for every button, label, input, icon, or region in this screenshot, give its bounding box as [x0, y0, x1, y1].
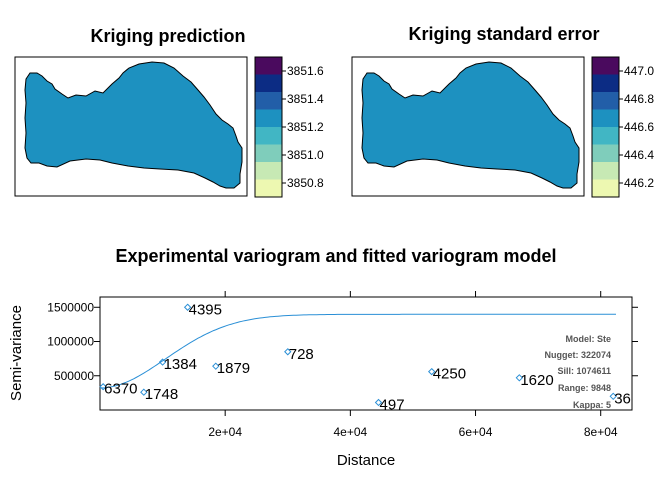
stderr-legend-tick-label: 446.2: [624, 176, 654, 190]
prediction-title: Kriging prediction: [91, 26, 246, 46]
variogram-point: [284, 348, 292, 356]
variogram-point: [428, 367, 436, 376]
stderr-colorbar-bin: [592, 162, 619, 180]
variogram-point: [158, 358, 167, 366]
variogram-points: [99, 303, 617, 407]
point-count-label: 36: [614, 390, 631, 407]
point-count-label: 1748: [145, 386, 178, 403]
model-type-text: Model: Ste: [565, 334, 611, 344]
prediction-colorbar: [254, 56, 283, 198]
prediction-legend-tick-label: 3851.2: [287, 120, 324, 134]
prediction-map-frame: [14, 56, 248, 197]
stderr-colorbar-bin: [592, 144, 619, 162]
prediction-colorbar-bin: [255, 57, 282, 75]
stderr-legend-tick-label: 446.6: [624, 120, 654, 134]
stderr-title: Kriging standard error: [408, 24, 599, 44]
stderr-colorbar-bin: [592, 127, 619, 145]
range-text: Range: 9848: [558, 383, 611, 393]
x-tick-label: 6e+04: [459, 425, 493, 439]
stderr-colorbar-bin: [592, 57, 619, 75]
variogram-point: [183, 303, 192, 311]
prediction-legend-tick-label: 3851.4: [287, 92, 324, 106]
stderr-colorbar-bin: [592, 109, 619, 127]
x-axis-title: Distance: [337, 452, 395, 469]
stderr-legend-tick-label: 446.4: [624, 148, 654, 162]
prediction-colorbar-bin: [255, 74, 282, 92]
point-count-label: 4395: [189, 301, 222, 318]
point-count-label: 1384: [164, 356, 197, 373]
x-axis: 2e+04 4e+04 6e+04 8e+04 Distance: [208, 291, 618, 469]
prediction-colorbar-bin: [255, 127, 282, 145]
sill-text: Sill: 1074611: [557, 366, 611, 376]
stderr-map-frame: [351, 56, 585, 197]
y-tick-label: 500000: [54, 369, 94, 383]
fitted-model-line: [100, 313, 616, 389]
prediction-panel: Kriging prediction 3851.6 3851.4 3851.2 …: [14, 26, 324, 198]
stderr-panel: Kriging standard error 447.0 446.8 446.6…: [351, 24, 654, 198]
variogram-point: [212, 362, 220, 370]
prediction-colorbar-bin: [255, 92, 282, 110]
kappa-text: Kappa: 5: [573, 400, 611, 410]
variogram-title: Experimental variogram and fitted variog…: [115, 246, 556, 266]
point-count-label: 1879: [217, 360, 250, 377]
prediction-region: [24, 61, 243, 189]
prediction-colorbar-bin: [255, 179, 282, 197]
point-count-label: 728: [289, 346, 314, 363]
variogram-plot-frame: [99, 296, 633, 411]
model-parameters: Model: Ste Nugget: 322074 Sill: 1074611 …: [544, 334, 611, 410]
variogram-point: [140, 388, 148, 396]
x-tick-label: 8e+04: [584, 425, 618, 439]
stderr-colorbar-bin: [592, 92, 619, 110]
stderr-legend-tick-label: 447.0: [624, 64, 654, 78]
stderr-colorbar-bin: [592, 179, 619, 197]
stderr-region: [361, 61, 580, 189]
stderr-colorbar: [591, 56, 620, 198]
prediction-legend-tick-label: 3851.6: [287, 64, 324, 78]
point-count-label: 1620: [520, 372, 553, 389]
prediction-legend-tick-label: 3851.0: [287, 148, 324, 162]
variogram-point: [99, 383, 107, 391]
y-tick-label: 1500000: [47, 300, 94, 314]
stderr-legend-ticks: 447.0 446.8 446.6 446.4 446.2: [619, 64, 654, 190]
point-count-label: 4250: [433, 366, 466, 383]
variogram-panel: Experimental variogram and fitted variog…: [8, 246, 638, 469]
variogram-point: [609, 392, 617, 401]
prediction-colorbar-bin: [255, 162, 282, 180]
variogram-point: [374, 398, 383, 407]
stderr-legend-tick-label: 446.8: [624, 92, 654, 106]
prediction-colorbar-bin: [255, 144, 282, 162]
x-tick-label: 2e+04: [208, 425, 242, 439]
stderr-colorbar-bin: [592, 74, 619, 92]
prediction-legend-tick-label: 3850.8: [287, 176, 324, 190]
y-axis-title: Semi-variance: [8, 305, 25, 401]
prediction-legend-ticks: 3851.6 3851.4 3851.2 3851.0 3850.8: [282, 64, 324, 190]
point-count-label: 6370: [104, 381, 137, 398]
variogram-point: [515, 374, 524, 382]
y-tick-label: 1000000: [47, 335, 94, 349]
x-tick-label: 4e+04: [334, 425, 368, 439]
prediction-colorbar-bin: [255, 109, 282, 127]
y-axis: 500000 1000000 1500000 Semi-variance: [8, 300, 638, 401]
variogram-point-labels: 6370 1748 1384 4395 1879 728 497 4250 16…: [104, 301, 631, 413]
point-count-label: 497: [380, 396, 405, 413]
nugget-text: Nugget: 322074: [544, 350, 611, 360]
